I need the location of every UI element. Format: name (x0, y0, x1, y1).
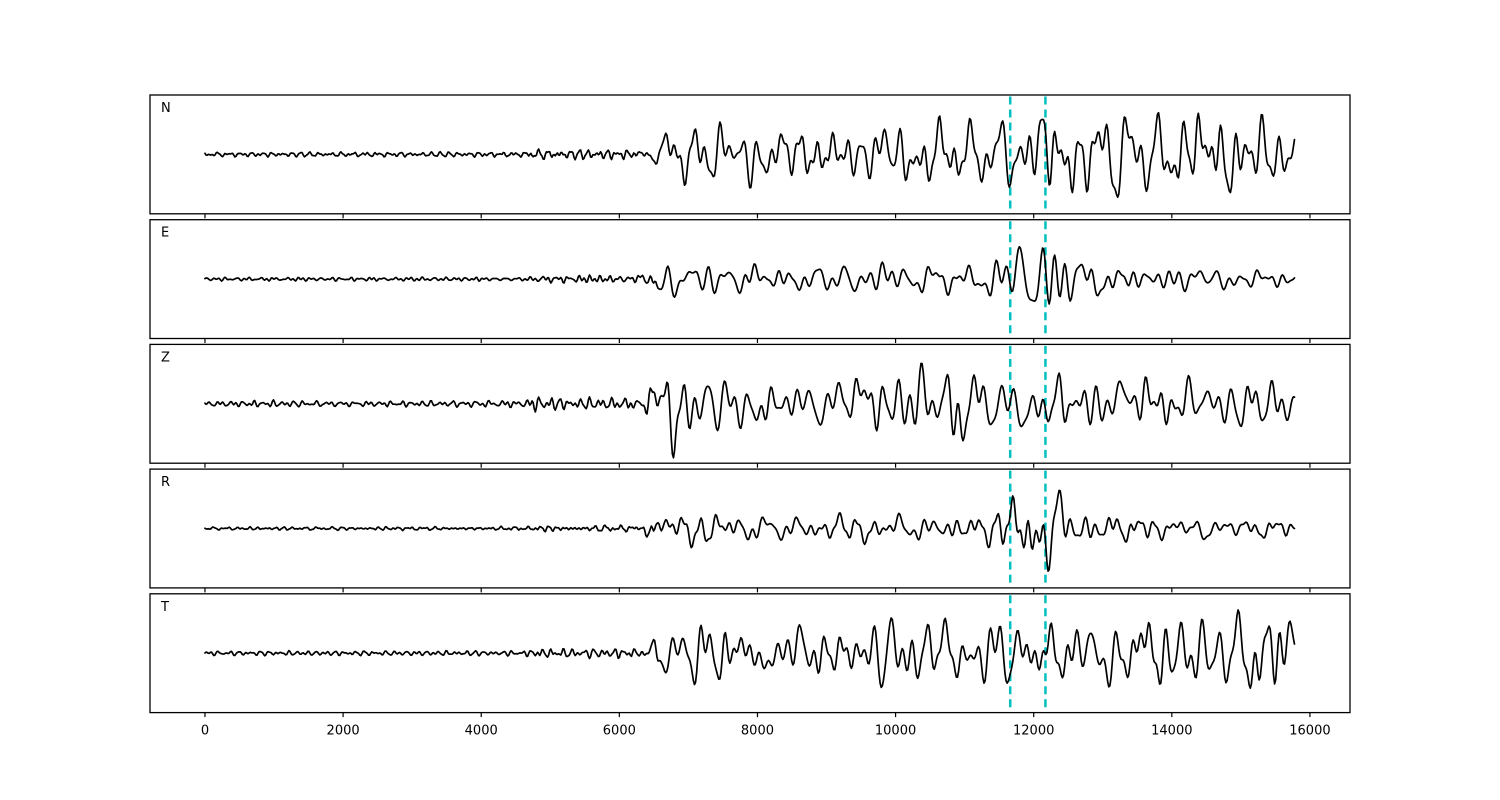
panel-label-N: N (161, 101, 171, 116)
panel-label-Z: Z (161, 350, 170, 365)
panel-label-T: T (160, 600, 169, 615)
x-axis-tick-label: 10000 (875, 724, 916, 739)
waveform-trace-T (204, 609, 1296, 689)
panel-R: R (149, 468, 1351, 593)
waveform-trace-E (204, 245, 1296, 305)
panel-T: T 0 2000 4000 6000 8000 10000 12000 14000 16000 (149, 593, 1351, 739)
x-axis-tick-label: 16000 (1289, 724, 1330, 739)
panel-N: N (149, 94, 1351, 219)
panel-Z: Z (149, 343, 1351, 468)
panel-label-R: R (161, 475, 170, 490)
x-axis-tick-label: 0 (201, 724, 209, 739)
x-axis-tick-label: 2000 (327, 724, 360, 739)
x-axis-tick-label: 4000 (465, 724, 498, 739)
panel-border-T (149, 593, 1351, 714)
x-axis-tick-label: 6000 (603, 724, 636, 739)
panel-border-E (149, 219, 1351, 340)
panel-border-R (149, 468, 1351, 589)
panel-border-Z (149, 343, 1351, 464)
waveform-trace-R (204, 489, 1296, 572)
x-axis-tick-label: 12000 (1013, 724, 1054, 739)
waveform-trace-Z (204, 362, 1296, 459)
waveform-trace-N (204, 111, 1296, 199)
panel-border-N (149, 94, 1351, 215)
x-axis-tick-label: 8000 (741, 724, 774, 739)
panel-label-E: E (161, 226, 169, 241)
panel-E: E (149, 219, 1351, 343)
x-axis-tick-label: 14000 (1151, 724, 1192, 739)
